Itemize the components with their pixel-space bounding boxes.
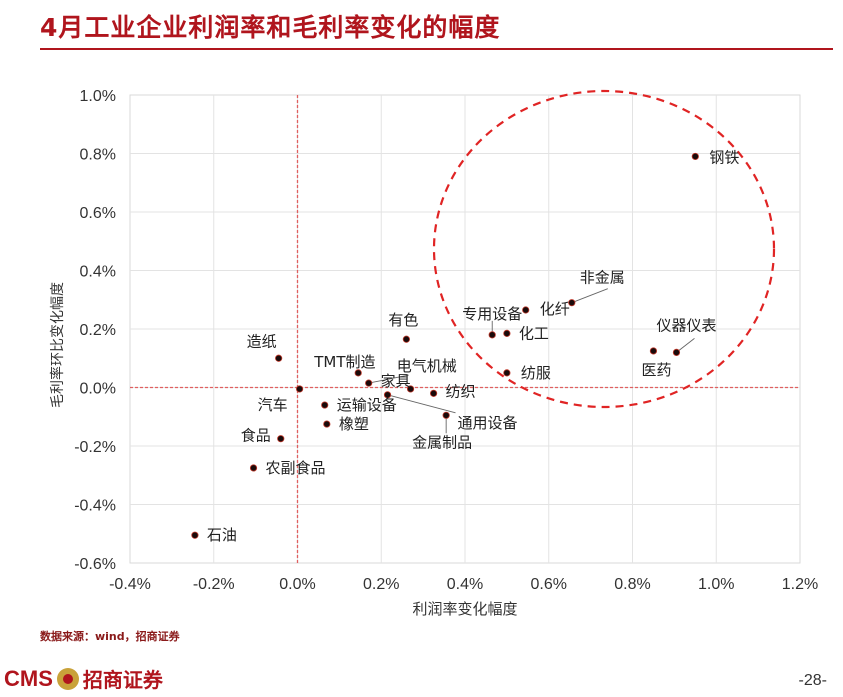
- title-divider: [40, 48, 833, 50]
- highlight-circle-layer: [432, 89, 776, 409]
- y-tick-label: 0.2%: [80, 322, 116, 339]
- y-tick-label: -0.4%: [74, 498, 116, 515]
- data-point: [649, 347, 658, 355]
- x-tick-label: 1.0%: [698, 576, 734, 593]
- x-tick-label: -0.4%: [109, 576, 151, 593]
- page-number: -28-: [798, 672, 827, 689]
- y-tick-label: 0.0%: [80, 381, 116, 398]
- logo-company-name: 招商证券: [82, 668, 163, 692]
- point-label: 农副食品: [266, 459, 326, 477]
- leader-line: [368, 374, 409, 384]
- y-tick-label: -0.2%: [74, 439, 116, 456]
- data-point: [442, 411, 450, 419]
- reference-lines: [130, 95, 800, 563]
- data-point: [488, 331, 496, 339]
- data-point: [429, 389, 438, 397]
- point-label: 汽车: [258, 396, 288, 414]
- point-label: 仪器仪表: [656, 316, 716, 334]
- data-point: [503, 369, 511, 377]
- point-label: 家具: [381, 372, 411, 390]
- point-label: 通用设备: [458, 414, 518, 432]
- data-point: [277, 435, 285, 443]
- point-label: 有色: [388, 311, 418, 329]
- point-label: 非金属: [580, 269, 625, 287]
- x-axis-label: 利润率变化幅度: [412, 600, 517, 618]
- leader-line: [571, 288, 608, 304]
- y-tick-label: 0.8%: [80, 147, 116, 164]
- data-point: [354, 369, 362, 377]
- x-tick-label: 0.2%: [363, 576, 399, 593]
- data-point: [275, 354, 283, 362]
- point-label: 石油: [207, 526, 237, 544]
- highlight-circle: [432, 89, 776, 409]
- data-point: [295, 385, 304, 393]
- scatter-chart: -0.4% -0.2% 0.0% 0.2% 0.4% 0.6% 0.8% 1.0% 1.2% -0…: [49, 88, 818, 618]
- x-tick-label: 0.6%: [531, 576, 567, 593]
- data-point: [191, 531, 199, 539]
- logo-cms-text: CMS: [4, 665, 53, 691]
- data-point: [522, 306, 530, 314]
- data-point: [365, 379, 373, 387]
- points-layer: [191, 152, 699, 539]
- point-label: 造纸: [247, 332, 277, 350]
- point-label: 钢铁: [709, 148, 739, 166]
- data-point: [323, 420, 331, 428]
- y-tick-label: -0.6%: [74, 556, 116, 573]
- data-source-note: 数据来源：wind，招商证券: [40, 630, 180, 643]
- leader-line: [676, 338, 695, 353]
- data-point: [406, 385, 415, 393]
- point-label: 化纤: [540, 300, 570, 318]
- point-label: 金属制品: [412, 433, 472, 451]
- leader-lines: [368, 288, 695, 434]
- point-label: 橡塑: [339, 415, 369, 433]
- x-tick-label: -0.2%: [193, 576, 235, 593]
- axis-layer: -0.4% -0.2% 0.0% 0.2% 0.4% 0.6% 0.8% 1.0% 1.2% -0…: [74, 88, 818, 593]
- point-label: 运输设备: [337, 396, 397, 414]
- data-point: [402, 335, 410, 343]
- x-tick-label: 0.4%: [447, 576, 483, 593]
- data-point: [321, 401, 329, 409]
- point-label: 食品: [241, 427, 271, 445]
- data-point: [503, 329, 511, 337]
- data-point: [383, 391, 392, 399]
- point-label: 电气机械: [397, 357, 457, 375]
- x-tick-label: 0.8%: [614, 576, 650, 593]
- data-point: [249, 464, 258, 472]
- leader-line: [387, 394, 456, 414]
- point-label: 化工: [519, 324, 549, 342]
- data-point: [691, 152, 699, 161]
- y-tick-label: 1.0%: [80, 88, 116, 105]
- point-label: 纺织: [446, 382, 476, 400]
- point-label: TMT制造: [313, 353, 375, 371]
- company-logo: CMS 招商证券: [4, 664, 163, 693]
- point-label: 医药: [641, 361, 671, 379]
- y-axis-label: 毛利率环比变化幅度: [49, 282, 66, 408]
- data-point: [568, 299, 576, 307]
- data-point: [672, 348, 681, 356]
- logo-emblem-icon: [56, 667, 79, 690]
- y-tick-label: 0.4%: [80, 264, 116, 281]
- x-tick-label: 0.0%: [279, 576, 315, 593]
- page-title: 4月工业企业利润率和毛利率变化的幅度: [40, 13, 501, 42]
- x-tick-label: 1.2%: [782, 576, 818, 593]
- point-label: 专用设备: [462, 305, 522, 323]
- point-label: 纺服: [521, 364, 551, 382]
- y-tick-label: 0.6%: [80, 205, 116, 222]
